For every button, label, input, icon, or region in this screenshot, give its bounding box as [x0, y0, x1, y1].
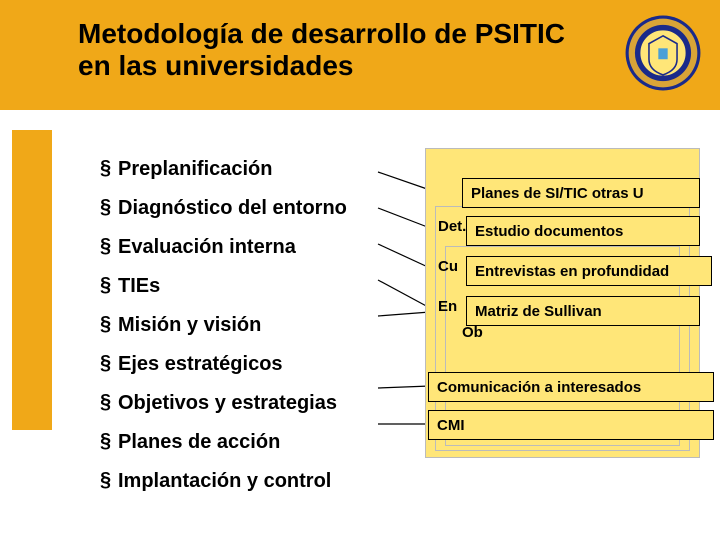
- list-item: §Implantación y control: [100, 470, 390, 493]
- list-item-label: Planes de acción: [118, 431, 280, 454]
- list-item-label: TIEs: [118, 275, 160, 298]
- sidebar-bar: Plan de SI/TIC ULPGC: [12, 130, 52, 430]
- page-title: Metodología de desarrollo de PSITIC en l…: [78, 18, 598, 82]
- bullet-glyph: §: [100, 275, 118, 295]
- list-item-label: Evaluación interna: [118, 236, 296, 259]
- bullet-glyph: §: [100, 197, 118, 217]
- list-item: §Planes de acción: [100, 431, 390, 454]
- right-box: Estudio documentos: [466, 216, 700, 246]
- right-box: Entrevistas en profundidad: [466, 256, 712, 286]
- right-box: Comunicación a interesados: [428, 372, 714, 402]
- right-box-peek: Cu: [438, 258, 458, 275]
- bullet-list: §Preplanificación§Diagnóstico del entorn…: [100, 158, 390, 509]
- bullet-glyph: §: [100, 236, 118, 256]
- list-item-label: Implantación y control: [118, 470, 331, 493]
- university-logo: [624, 14, 702, 92]
- bullet-glyph: §: [100, 353, 118, 373]
- list-item: §Preplanificación: [100, 158, 390, 181]
- list-item: §Misión y visión: [100, 314, 390, 337]
- list-item-label: Ejes estratégicos: [118, 353, 283, 376]
- bullet-glyph: §: [100, 470, 118, 490]
- list-item-label: Diagnóstico del entorno: [118, 197, 347, 220]
- list-item-label: Preplanificación: [118, 158, 273, 181]
- right-box: Planes de SI/TIC otras U: [462, 178, 700, 208]
- right-box: Matriz de Sullivan: [466, 296, 700, 326]
- list-item-label: Objetivos y estrategias: [118, 392, 337, 415]
- list-item: §TIEs: [100, 275, 390, 298]
- list-item: §Objetivos y estrategias: [100, 392, 390, 415]
- bullet-glyph: §: [100, 392, 118, 412]
- bullet-glyph: §: [100, 431, 118, 451]
- list-item: §Ejes estratégicos: [100, 353, 390, 376]
- right-box: Ob: [462, 324, 512, 346]
- list-item: §Evaluación interna: [100, 236, 390, 259]
- bullet-glyph: §: [100, 158, 118, 178]
- bullet-glyph: §: [100, 314, 118, 334]
- list-item: §Diagnóstico del entorno: [100, 197, 390, 220]
- list-item-label: Misión y visión: [118, 314, 261, 337]
- right-box: CMI: [428, 410, 714, 440]
- right-box-peek: En: [438, 298, 457, 315]
